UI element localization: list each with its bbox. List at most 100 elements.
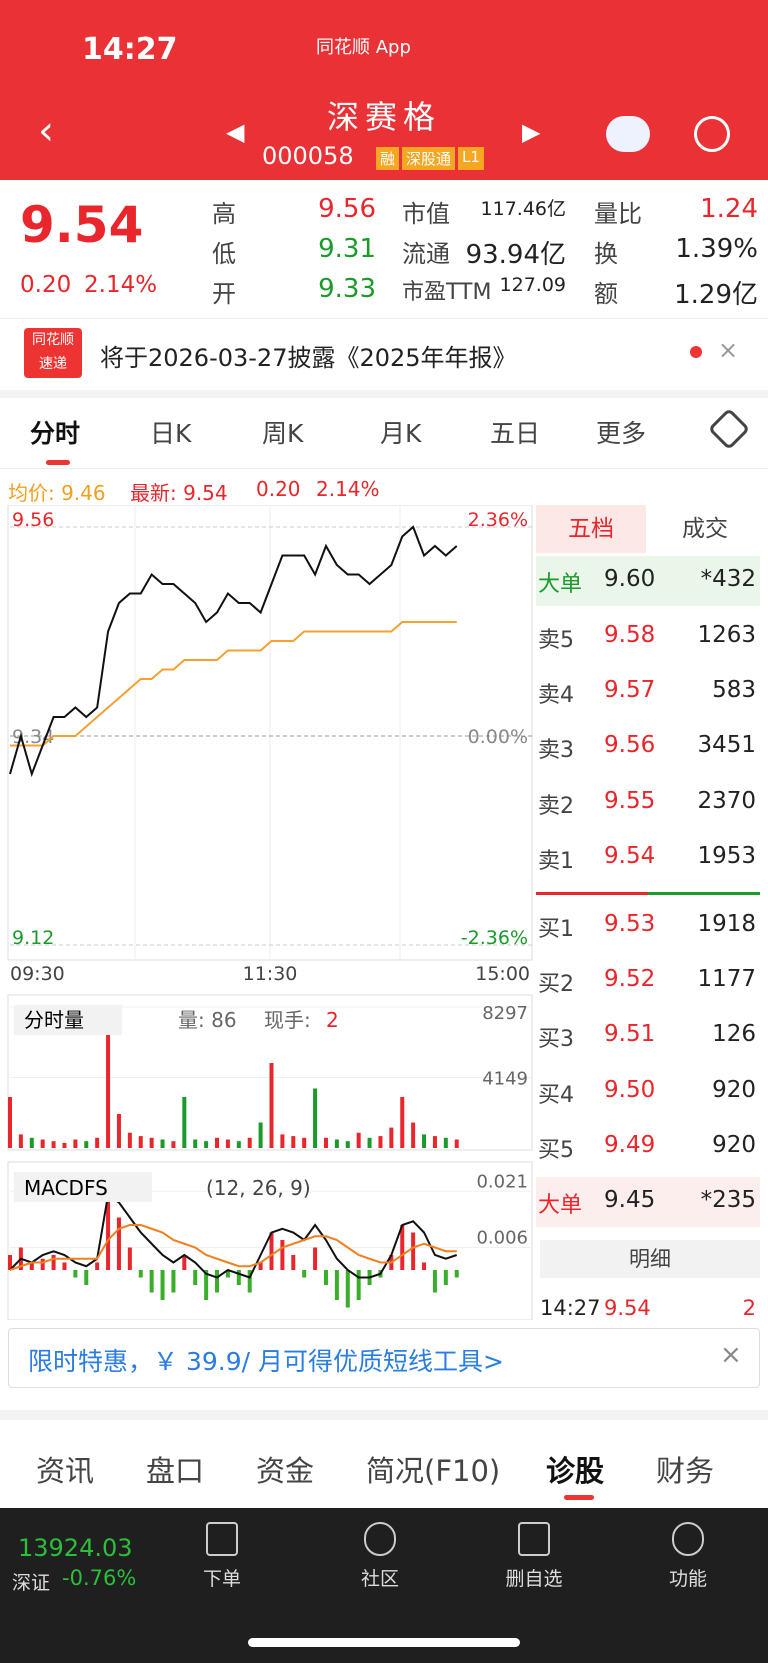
book-side: 买2 xyxy=(538,972,574,997)
chart-tab[interactable]: 月K xyxy=(380,419,422,448)
bottom-tab[interactable]: 简况(F10) xyxy=(366,1454,501,1488)
chart-tab[interactable]: 周K xyxy=(262,419,304,448)
notice-text[interactable]: 将于2026-03-27披露《2025年年报》 xyxy=(100,344,517,372)
book-tab[interactable]: 成交 xyxy=(682,516,728,542)
macd-bar xyxy=(215,1270,220,1293)
action-icon[interactable] xyxy=(672,1522,704,1556)
volume-bar xyxy=(138,1136,143,1148)
stat-value: 127.09 xyxy=(499,274,566,296)
back[interactable]: ‹ xyxy=(38,108,54,154)
notice-badge: 同花顺 速递 xyxy=(24,328,82,378)
settings[interactable] xyxy=(707,407,751,451)
volume-bar xyxy=(432,1136,437,1148)
macd-bar xyxy=(127,1247,132,1270)
bottom-tab[interactable]: 资讯 xyxy=(36,1454,95,1488)
frame xyxy=(7,1161,533,1320)
tag: L1 xyxy=(458,147,484,170)
bottom-tab[interactable]: 资金 xyxy=(256,1454,315,1488)
action-label[interactable]: 功能 xyxy=(668,1568,707,1590)
volume-bar xyxy=(323,1137,328,1148)
volume-bar xyxy=(367,1137,372,1148)
promo-box[interactable] xyxy=(8,1328,760,1388)
intraday-chart: 9.56 2.36%9.34 0.00%9.12 -2.36%09:30 11:30 15… xyxy=(7,505,533,1320)
tab-indicator xyxy=(564,1495,594,1500)
pct-label: 2.36% xyxy=(468,509,528,531)
book-qty: *432 xyxy=(700,566,756,592)
volume-bar xyxy=(269,1063,274,1148)
prev-stock[interactable]: ◀ xyxy=(226,118,245,146)
close[interactable]: × xyxy=(718,336,739,364)
promo-close[interactable]: × xyxy=(720,1340,742,1370)
stat-value: 93.94亿 xyxy=(465,240,566,270)
book-price: 9.60 xyxy=(604,566,656,592)
chart-tab[interactable]: 分时 xyxy=(30,419,81,448)
promo[interactable]: 限时特惠，￥ 39.9/ 月可得优质短线工具> xyxy=(28,1347,504,1376)
book-price: 9.57 xyxy=(604,677,656,703)
bottom-tab[interactable]: 财务 xyxy=(656,1454,715,1488)
action-label[interactable]: 社区 xyxy=(360,1568,399,1590)
macd-bar xyxy=(280,1240,285,1270)
macd-bar xyxy=(422,1262,427,1270)
volume-bar xyxy=(443,1137,448,1148)
macd-bar xyxy=(269,1232,274,1270)
action-icon[interactable] xyxy=(206,1522,238,1556)
clock: 14:27 xyxy=(82,32,178,67)
macd-bar xyxy=(356,1270,361,1300)
book-qty: 920 xyxy=(712,1132,756,1158)
chart-tab[interactable]: 五日 xyxy=(490,419,541,448)
volume-bar xyxy=(334,1139,339,1148)
big-bg xyxy=(536,1177,760,1227)
macd-bar xyxy=(51,1255,56,1270)
x-tick-label: 11:30 xyxy=(243,963,298,985)
index-change: -0.76% xyxy=(62,1566,137,1590)
stat-label: 换 xyxy=(594,240,618,268)
macd-bar xyxy=(182,1255,187,1270)
stat-label: 高 xyxy=(212,200,236,228)
macd-bar xyxy=(84,1270,89,1285)
bottom-tab[interactable]: 诊股 xyxy=(546,1454,605,1488)
volume-bar xyxy=(345,1141,350,1148)
action-label[interactable]: 删自选 xyxy=(505,1568,563,1590)
book-tab[interactable]: 五档 xyxy=(536,505,646,553)
search-icon[interactable] xyxy=(694,116,730,152)
action-label[interactable]: 下单 xyxy=(202,1568,241,1590)
bottom-tab[interactable]: 盘口 xyxy=(146,1454,205,1488)
dot xyxy=(690,346,702,358)
macd-bar xyxy=(454,1270,459,1278)
detail[interactable]: 明细 xyxy=(540,1240,760,1278)
volume-bar xyxy=(389,1127,394,1148)
big-bg xyxy=(536,556,760,606)
volume-bar xyxy=(106,1007,111,1148)
action-icon[interactable] xyxy=(518,1522,550,1556)
stat-value: 9.33 xyxy=(318,274,376,304)
chart-tab[interactable]: 日K xyxy=(150,419,192,448)
action-icon[interactable] xyxy=(364,1522,396,1556)
chart-tab[interactable]: 更多 xyxy=(596,419,647,448)
volume-bar xyxy=(149,1137,154,1148)
book-price: 9.58 xyxy=(604,622,656,648)
vol-qty: 量: 86 xyxy=(178,1008,237,1032)
robot-icon[interactable] xyxy=(606,116,650,152)
macd-bar xyxy=(313,1247,318,1270)
volume-bar xyxy=(18,1134,23,1148)
stat-value: 1.29亿 xyxy=(674,280,758,310)
trade-price: 9.54 xyxy=(604,1296,651,1320)
y-tick-label: 8297 xyxy=(482,1003,528,1024)
macd-bar xyxy=(400,1225,405,1270)
index-value: 13924.03 xyxy=(18,1534,133,1562)
info-pct: 2.14% xyxy=(316,477,380,501)
volume-bar xyxy=(160,1139,165,1148)
book-side: 卖3 xyxy=(538,738,574,763)
macd-bar xyxy=(443,1270,448,1285)
next-stock[interactable]: ▶ xyxy=(522,118,541,146)
volume-bar xyxy=(356,1132,361,1148)
volume-bar xyxy=(302,1137,307,1148)
stat-label: 量比 xyxy=(594,200,642,228)
book-qty: 583 xyxy=(712,677,756,703)
volume-bar xyxy=(258,1122,263,1148)
volume-bar xyxy=(73,1139,78,1148)
macd-bar xyxy=(323,1270,328,1285)
divider xyxy=(0,318,768,319)
tag: 深股通 xyxy=(402,147,456,170)
book-qty: 2370 xyxy=(697,788,756,814)
